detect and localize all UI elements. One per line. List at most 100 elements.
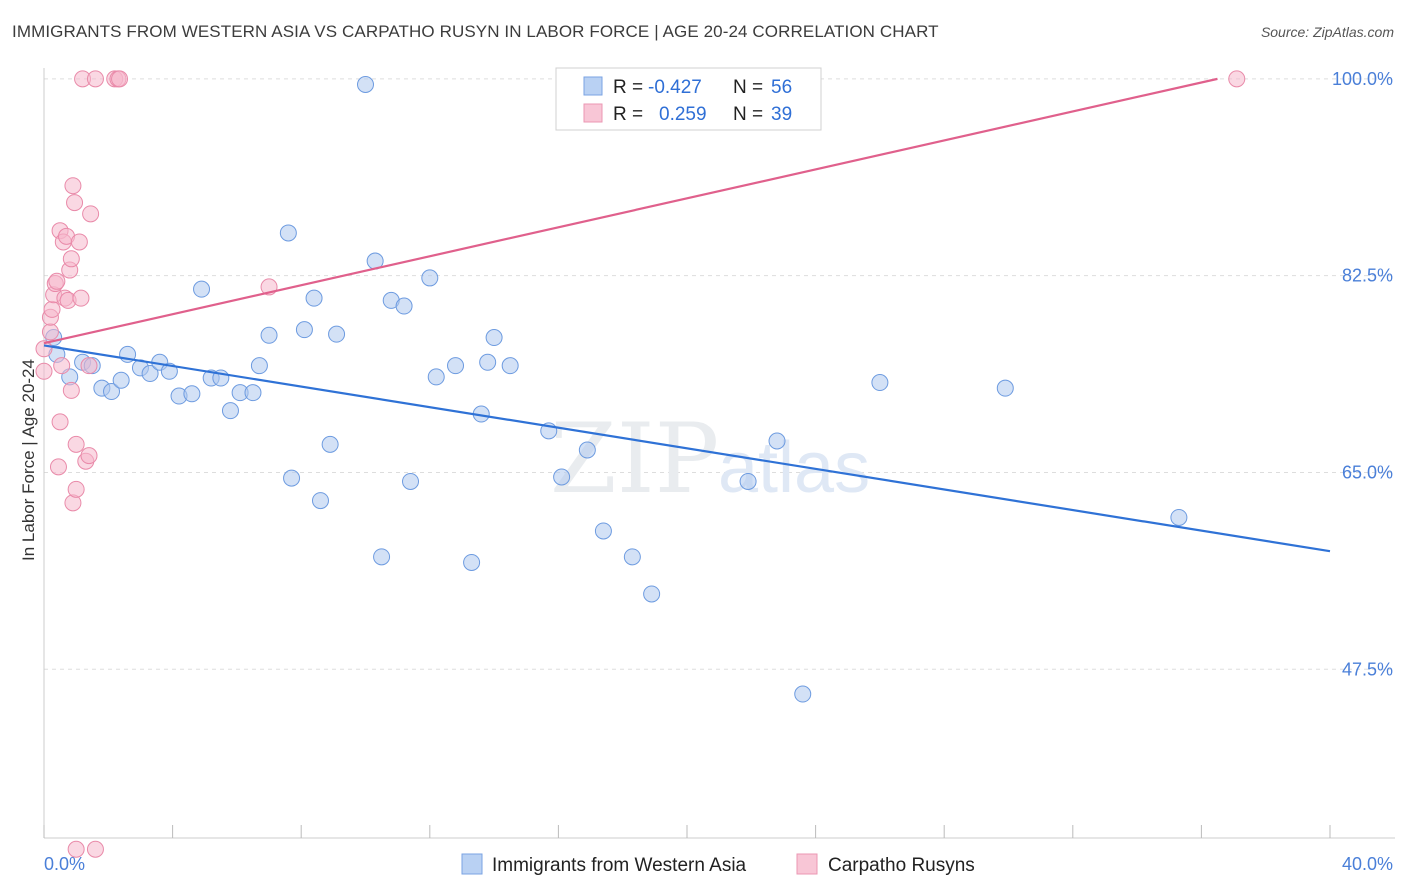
point-pink-22 [67,480,85,498]
point-pink-32 [86,70,104,88]
point-pink-21 [66,194,84,212]
point-blue-7 [112,371,130,389]
point-pink-25 [72,289,90,307]
point-pink-11 [53,357,71,375]
trend-line-pink [43,77,1218,345]
axes [43,68,1395,839]
x-tick-label-0: 0.0% [44,854,85,874]
point-blue-21 [250,357,268,375]
point-pink-1 [35,362,53,380]
point-pink-38 [1228,70,1246,88]
point-pink-17 [62,250,80,268]
x-tick-label-1: 40.0% [1342,854,1393,874]
point-blue-48 [623,548,641,566]
data-points [35,70,1246,858]
trend-line-blue [43,344,1331,553]
point-blue-20 [244,384,262,402]
watermark-atlas: atlas [718,428,870,508]
point-pink-36 [111,70,129,88]
series-swatch-pink [796,853,818,875]
y-tick-labels: 100.0% 82.5% 65.0% 47.5% [1332,69,1393,679]
point-pink-18 [62,381,80,399]
grid-lines [44,78,1395,670]
point-blue-41 [479,353,497,371]
point-pink-31 [82,205,100,223]
x-tick-labels: 0.0% 40.0% [44,854,1393,874]
legend-n-label-2: N = [733,104,763,125]
point-blue-24 [283,469,301,487]
point-blue-54 [996,379,1014,397]
y-tick-label-1: 82.5% [1342,266,1393,286]
series-label-1: Immigrants from Western Asia [492,855,747,876]
point-pink-29 [80,357,98,375]
point-blue-46 [578,441,596,459]
y-tick-label-0: 100.0% [1332,69,1393,89]
trend-lines [43,77,1331,553]
point-pink-24 [70,233,88,251]
series-swatch-blue [461,853,483,875]
legend-r-value-2: 0.259 [659,104,707,125]
point-blue-6 [103,383,121,401]
legend-r-label-1: R = [613,77,643,98]
y-tick-label-3: 47.5% [1342,659,1393,679]
point-blue-45 [553,468,571,486]
stats-legend: R = -0.427 N = 56 R = 0.259 N = 39 [555,67,822,131]
legend-n-value-1: 56 [771,77,792,98]
point-blue-51 [768,432,786,450]
point-pink-2 [41,323,59,341]
point-pink-0 [35,340,53,358]
point-blue-30 [357,75,374,93]
point-blue-42 [485,329,503,347]
legend-n-value-2: 39 [771,104,792,125]
point-blue-49 [643,585,661,603]
legend-r-value-1: -0.427 [648,77,702,98]
point-blue-39 [463,553,481,571]
point-pink-23 [67,435,85,453]
chart-title: IMMIGRANTS FROM WESTERN ASIA VS CARPATHO… [12,22,939,41]
point-blue-26 [305,289,323,307]
point-blue-34 [395,297,413,315]
point-blue-10 [141,365,159,383]
point-blue-37 [427,368,445,386]
point-blue-18 [221,402,239,420]
point-blue-36 [421,269,439,287]
point-blue-25 [295,321,313,339]
watermark-zip: ZIP [550,403,719,515]
point-blue-28 [321,435,339,453]
point-blue-32 [373,548,391,566]
point-blue-29 [328,325,346,343]
series-legend: Immigrants from Western Asia Carpatho Ru… [461,853,975,876]
legend-r-label-2: R = [613,104,643,125]
point-pink-33 [86,840,104,858]
point-pink-20 [64,177,82,195]
point-blue-43 [501,357,519,375]
watermark: ZIP atlas [550,403,870,515]
legend-swatch-blue [583,76,603,96]
point-blue-15 [193,280,211,298]
series-label-2: Carpatho Rusyns [828,855,975,876]
point-pink-8 [49,458,67,476]
legend-swatch-pink [583,103,603,123]
point-pink-27 [67,840,85,858]
point-blue-47 [594,522,612,540]
chart-source: Source: ZipAtlas.com [1260,24,1394,40]
point-blue-38 [447,357,465,375]
point-pink-4 [43,300,61,318]
point-blue-12 [160,362,178,380]
point-blue-23 [279,224,297,242]
legend-n-label-1: N = [733,77,763,98]
y-axis-label: In Labor Force | Age 20-24 [19,359,38,561]
point-pink-7 [48,272,66,290]
point-blue-35 [402,472,420,490]
point-blue-53 [871,374,889,392]
point-blue-50 [739,472,757,490]
point-pink-30 [80,447,98,465]
y-tick-label-2: 65.0% [1342,462,1393,482]
point-blue-55 [1170,508,1188,526]
point-pink-10 [51,413,69,431]
point-blue-52 [794,685,812,703]
point-blue-22 [260,326,278,344]
point-blue-27 [311,492,329,510]
point-blue-14 [183,385,201,403]
